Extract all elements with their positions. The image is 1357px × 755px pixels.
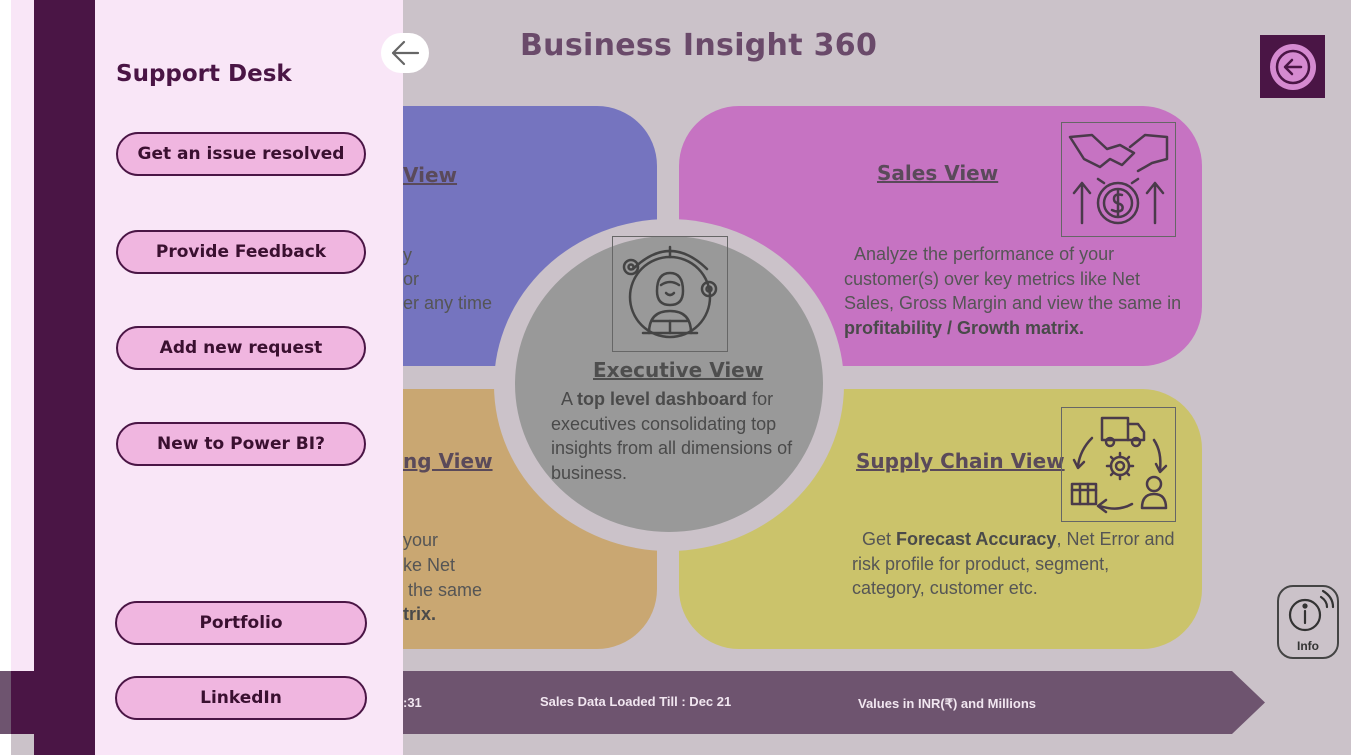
back-circle-icon	[1269, 43, 1316, 90]
info-icon	[1288, 589, 1335, 632]
marketing-view-title[interactable]: ng View	[403, 449, 493, 473]
finance-view-title[interactable]: View	[403, 163, 458, 187]
sales-view-description: Analyze the performance of your customer…	[844, 244, 1182, 338]
finance-line-1: y	[403, 245, 412, 265]
panel-sidebar-strip	[34, 0, 96, 755]
linkedin-button[interactable]: LinkedIn	[115, 676, 367, 720]
finance-line-3: er any time	[403, 293, 493, 313]
marketing-line-3: the same	[403, 580, 483, 600]
ribbon-refresh-time: :31	[403, 695, 422, 710]
info-button[interactable]: Info	[1277, 585, 1339, 659]
portfolio-button[interactable]: Portfolio	[115, 601, 367, 645]
marketing-line-4: trix.	[403, 604, 437, 624]
handshake-dollar-icon	[1061, 122, 1176, 237]
back-navigation-button[interactable]	[1260, 35, 1325, 98]
ribbon-currency-note: Values in INR(₹) and Millions	[858, 696, 1037, 711]
executive-view-title[interactable]: Executive View	[593, 358, 764, 382]
info-label: Info	[1297, 639, 1319, 653]
marketing-line-2: ke Net	[403, 555, 456, 575]
panel-edge	[11, 0, 34, 671]
sales-view-title[interactable]: Sales View	[877, 161, 999, 185]
add-new-request-button[interactable]: Add new request	[116, 326, 366, 370]
page-title: Business Insight 360	[520, 28, 878, 63]
executive-globe-icon	[612, 236, 728, 352]
marketing-line-1: your	[403, 530, 439, 550]
provide-feedback-button[interactable]: Provide Feedback	[116, 230, 366, 274]
executive-view-description: A top level dashboard for executives con…	[551, 389, 793, 483]
support-desk-title: Support Desk	[116, 61, 292, 87]
supply-chain-view-description: Get Forecast Accuracy, Net Error and ris…	[852, 529, 1175, 598]
arrow-left-icon	[391, 40, 420, 66]
ribbon-sales-loaded: Sales Data Loaded Till : Dec 21	[540, 694, 732, 709]
close-panel-button[interactable]	[381, 33, 429, 73]
panel-footer-block	[11, 671, 41, 734]
supply-chain-view-title[interactable]: Supply Chain View	[856, 449, 1065, 473]
executive-view-card[interactable]	[515, 236, 823, 532]
supply-cycle-icon	[1061, 407, 1176, 522]
new-to-power-bi-button[interactable]: New to Power BI?	[116, 422, 366, 466]
finance-line-2: or	[403, 269, 420, 289]
get-issue-resolved-button[interactable]: Get an issue resolved	[116, 132, 366, 176]
